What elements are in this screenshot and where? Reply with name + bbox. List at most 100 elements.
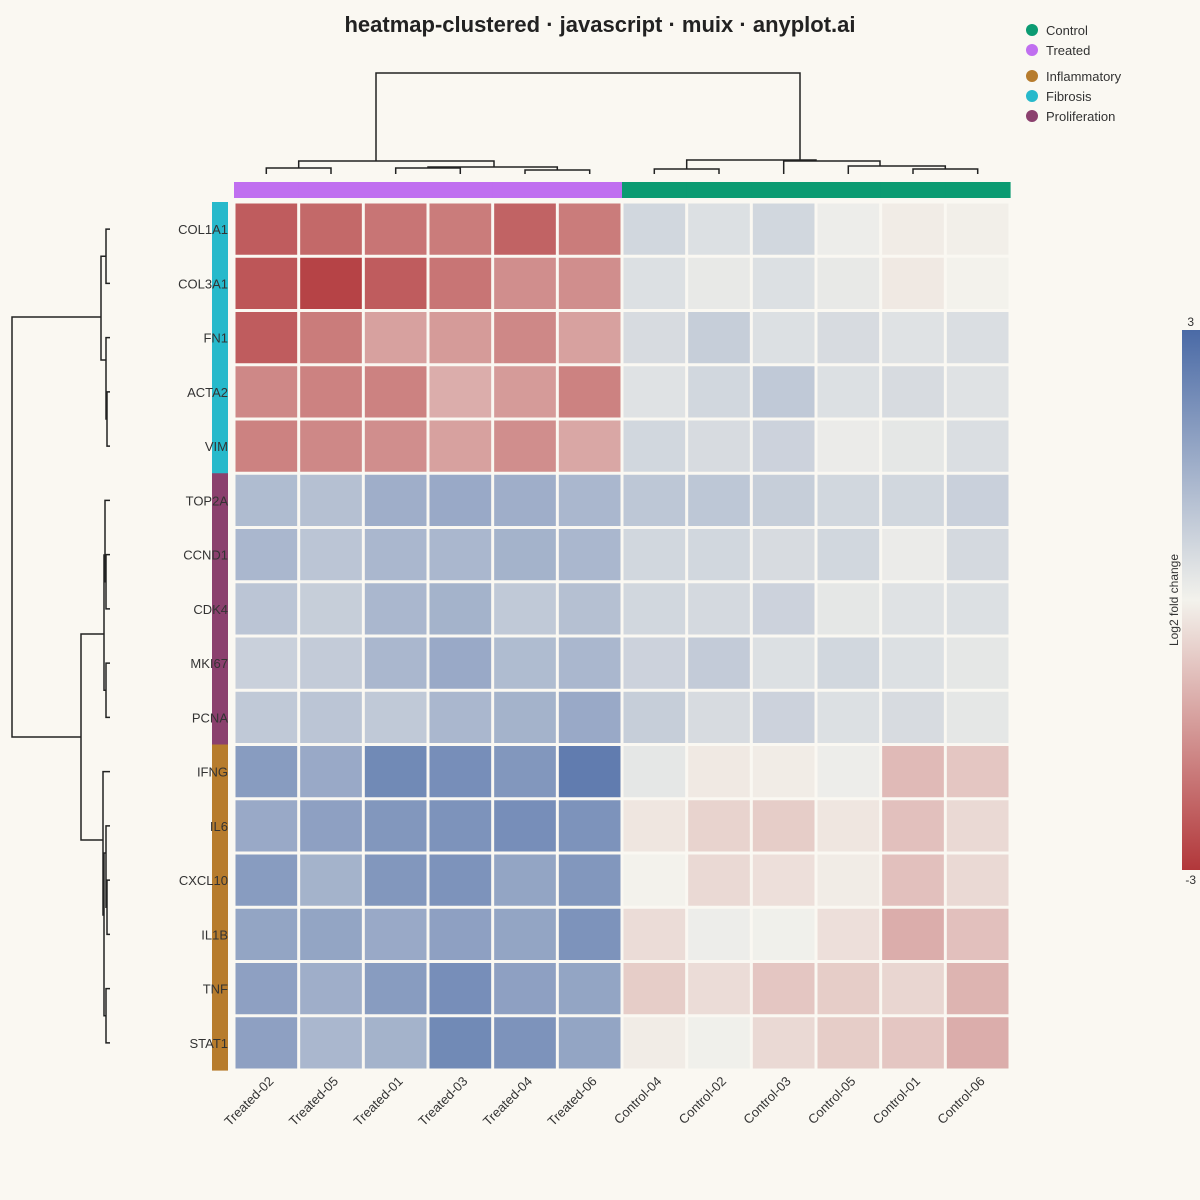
- heatmap-cell: [946, 637, 1009, 689]
- heatmap-cell: [364, 257, 427, 309]
- legend-marker-proliferation: [1026, 110, 1038, 122]
- heatmap-cell: [752, 420, 815, 472]
- legend: Control Treated Inflammatory Fibrosis Pr…: [1026, 23, 1122, 124]
- row-group-swatch: [212, 1015, 228, 1071]
- heatmap-cell: [494, 529, 556, 581]
- column-group-swatch: [622, 182, 688, 198]
- heatmap-cell: [558, 203, 621, 255]
- heatmap-cell: [882, 420, 944, 472]
- heatmap-cell: [494, 203, 556, 255]
- dendrogram-link: [106, 391, 110, 447]
- column-label: Control-03: [740, 1074, 794, 1128]
- heatmap-cell: [235, 474, 298, 526]
- heatmap-cell: [364, 746, 427, 798]
- heatmap-cell: [494, 474, 556, 526]
- heatmap-cell: [882, 257, 944, 309]
- heatmap-cell: [558, 800, 621, 852]
- heatmap-cell: [494, 908, 556, 960]
- heatmap-cell: [494, 746, 556, 798]
- row-group-swatch: [212, 744, 228, 800]
- dendrogram-link: [105, 336, 110, 420]
- heatmap-cell: [364, 420, 427, 472]
- heatmap-cell: [752, 746, 815, 798]
- heatmap-cell: [429, 257, 492, 309]
- heatmap-cell: [817, 1017, 880, 1069]
- heatmap-cell: [235, 963, 298, 1015]
- row-label: COL1A1: [178, 222, 228, 237]
- heatmap-cell: [882, 746, 944, 798]
- heatmap-cell: [882, 1017, 944, 1069]
- heatmap-cell: [494, 366, 556, 418]
- dendrogram-link: [105, 662, 110, 719]
- row-group-swatch: [212, 798, 228, 854]
- heatmap-cell: [688, 691, 750, 743]
- heatmap-cell: [946, 529, 1009, 581]
- heatmap-cell: [688, 366, 750, 418]
- heatmap-cell: [300, 420, 362, 472]
- heatmap-cell: [235, 691, 298, 743]
- heatmap-cell: [300, 583, 362, 635]
- heatmap-cell: [235, 366, 298, 418]
- heatmap-cell: [235, 1017, 298, 1069]
- heatmap-cell: [235, 637, 298, 689]
- dendrogram-link: [102, 770, 110, 916]
- heatmap-cell: [752, 1017, 815, 1069]
- dendrogram-link: [685, 159, 817, 169]
- heatmap-cell: [494, 583, 556, 635]
- heatmap-cell: [688, 529, 750, 581]
- heatmap-cell: [364, 312, 427, 364]
- heatmap-cell: [235, 800, 298, 852]
- heatmap-cell: [364, 908, 427, 960]
- column-label: Treated-04: [480, 1074, 535, 1129]
- heatmap-cell: [558, 854, 621, 906]
- heatmap-cell: [494, 257, 556, 309]
- heatmap-cell: [364, 203, 427, 255]
- heatmap-cell: [623, 637, 686, 689]
- heatmap-cell: [817, 312, 880, 364]
- heatmap-cell: [817, 474, 880, 526]
- heatmap-cell: [752, 963, 815, 1015]
- column-label: Treated-01: [351, 1074, 406, 1129]
- heatmap-cell: [688, 908, 750, 960]
- heatmap-cell: [300, 746, 362, 798]
- heatmap-cell: [817, 908, 880, 960]
- heatmap-cell: [494, 312, 556, 364]
- heatmap-cell: [817, 257, 880, 309]
- heatmap-cell: [688, 800, 750, 852]
- heatmap-cell: [946, 257, 1009, 309]
- row-group-swatch: [212, 256, 228, 312]
- heatmap-cell: [623, 366, 686, 418]
- heatmap-cell: [364, 1017, 427, 1069]
- heatmap-cell: [882, 637, 944, 689]
- heatmap-cell: [882, 800, 944, 852]
- heatmap-cell: [623, 420, 686, 472]
- heatmap-cell: [623, 800, 686, 852]
- heatmap-cell: [882, 366, 944, 418]
- dendrogram-link: [105, 553, 110, 610]
- heatmap-cell: [817, 583, 880, 635]
- heatmap-cell: [817, 691, 880, 743]
- heatmap-cell: [494, 637, 556, 689]
- heatmap-cell: [364, 366, 427, 418]
- heatmap-cell: [558, 908, 621, 960]
- heatmap-cell: [752, 257, 815, 309]
- column-group-swatch: [492, 182, 558, 198]
- row-label: IFNG: [197, 765, 228, 780]
- heatmap-cell: [558, 746, 621, 798]
- dendrogram-link: [375, 72, 801, 161]
- row-label: PCNA: [192, 710, 228, 725]
- heatmap-cell: [429, 420, 492, 472]
- heatmap-cell: [817, 800, 880, 852]
- row-labels: COL1A1 COL3A1 FN1 ACTA2 VIM TOP2A CCND1 CDK4 MKI…: [178, 222, 228, 1051]
- heatmap-cell: [494, 1017, 556, 1069]
- dendrogram-link: [847, 165, 947, 174]
- heatmap-cell: [623, 908, 686, 960]
- legend-label-inflammatory: Inflammatory: [1046, 69, 1122, 84]
- row-label: CDK4: [193, 602, 228, 617]
- heatmap-cell: [623, 746, 686, 798]
- row-group-swatch: [212, 853, 228, 908]
- heatmap-cell: [364, 691, 427, 743]
- heatmap-cell: [882, 529, 944, 581]
- heatmap-cell: [558, 312, 621, 364]
- heatmap-cell: [882, 963, 944, 1015]
